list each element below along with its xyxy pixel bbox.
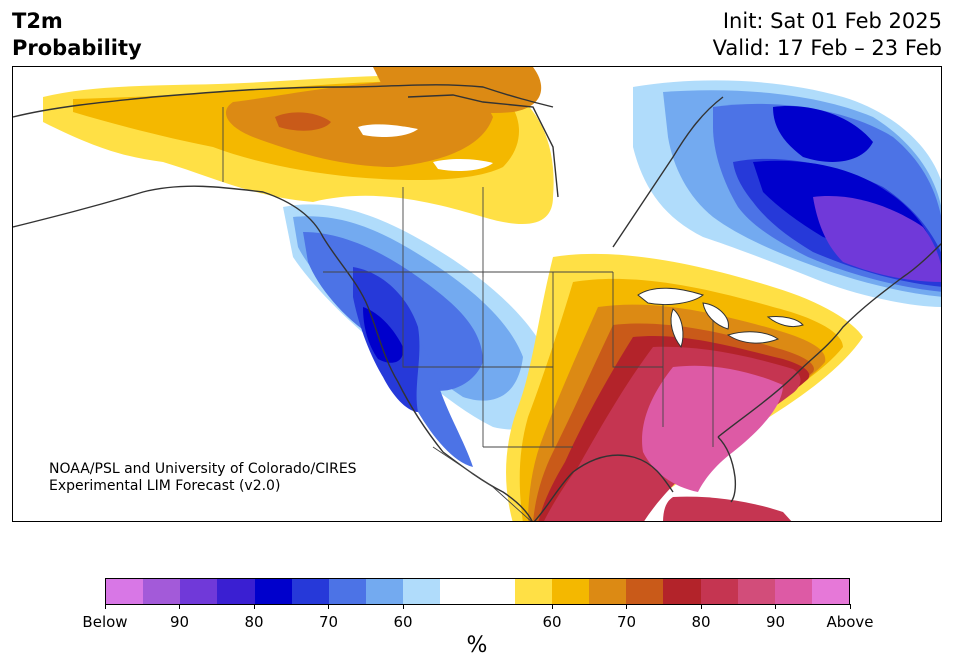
colorbar-tick (700, 604, 702, 609)
colorbar-ticks: Below 90 80 70 60 60 70 80 90 Above (82, 604, 874, 634)
cuba-crimson (663, 496, 792, 521)
colorbar-unit: % (466, 633, 488, 658)
colorbar-tick (253, 604, 255, 609)
colorbar-tick-label: 70 (616, 613, 637, 631)
southeast-pink (642, 365, 783, 492)
colorbar-segment (254, 579, 292, 604)
colorbar-segment (366, 579, 404, 604)
colorbar-segment (589, 579, 627, 604)
colorbar-segment (328, 579, 367, 604)
colorbar-segment (737, 579, 775, 604)
colorbar-segment (180, 579, 218, 604)
colorbar-tick-label: 90 (765, 613, 786, 631)
political-borders (222, 107, 714, 521)
north-rust-spot (275, 112, 331, 131)
colorbar-tick (179, 604, 180, 609)
colorbar-segment (217, 579, 255, 604)
colorbar-segment (626, 579, 664, 604)
colorbar-segment (403, 579, 441, 604)
colorbar-tick-label: Below (82, 613, 128, 631)
north-orange-top (373, 67, 542, 113)
valid-range: Valid: 17 Feb – 23 Feb (712, 36, 942, 60)
colorbar-tick (402, 604, 404, 609)
colorbar-tick-label: 70 (318, 613, 339, 631)
colorbar-tick (626, 604, 627, 609)
credit-text: NOAA/PSL and University of Colorado/CIRE… (49, 461, 357, 495)
east-purple (813, 196, 941, 282)
init-date: Init: Sat 01 Feb 2025 (722, 9, 942, 33)
colorbar-segment (551, 579, 590, 604)
map-canvas (13, 67, 941, 521)
probability-map (12, 66, 942, 522)
colorbar-tick-label: 80 (691, 613, 711, 631)
colorbar-tick-label: 60 (542, 613, 562, 631)
colorbar-tick (104, 604, 106, 609)
credit-line-1: NOAA/PSL and University of Colorado/CIRE… (49, 461, 357, 477)
hudson-strong-blue (773, 106, 873, 162)
colorbar-segment (663, 579, 701, 604)
colorbar (105, 578, 850, 605)
map-title: T2m Probability (12, 8, 142, 62)
colorbar-tick (551, 604, 553, 609)
colorbar-segment (143, 579, 181, 604)
colorbar-tick (849, 604, 851, 609)
product-label: Probability (12, 36, 142, 60)
colorbar-segment (291, 579, 329, 604)
colorbar-tick-label: 90 (169, 613, 190, 631)
credit-line-2: Experimental LIM Forecast (v2.0) (49, 478, 281, 494)
colorbar-segment (774, 579, 812, 604)
colorbar-segment (514, 579, 552, 604)
colorbar-segment (700, 579, 738, 604)
north-lakes (358, 124, 493, 171)
colorbar-tick (328, 604, 329, 609)
great-lakes (637, 287, 804, 349)
colorbar-tick-label: 80 (244, 613, 264, 631)
variable-label: T2m (12, 9, 63, 33)
colorbar-segment (477, 579, 515, 604)
date-info: Init: Sat 01 Feb 2025 Valid: 17 Feb – 23… (713, 8, 942, 62)
colorbar-segment (440, 579, 478, 604)
colorbar-segment (811, 579, 850, 604)
colorbar-tick-label: Above (826, 613, 874, 631)
colorbar-tick (775, 604, 776, 609)
colorbar-segment (106, 579, 144, 604)
colorbar-tick-label: 60 (393, 613, 413, 631)
